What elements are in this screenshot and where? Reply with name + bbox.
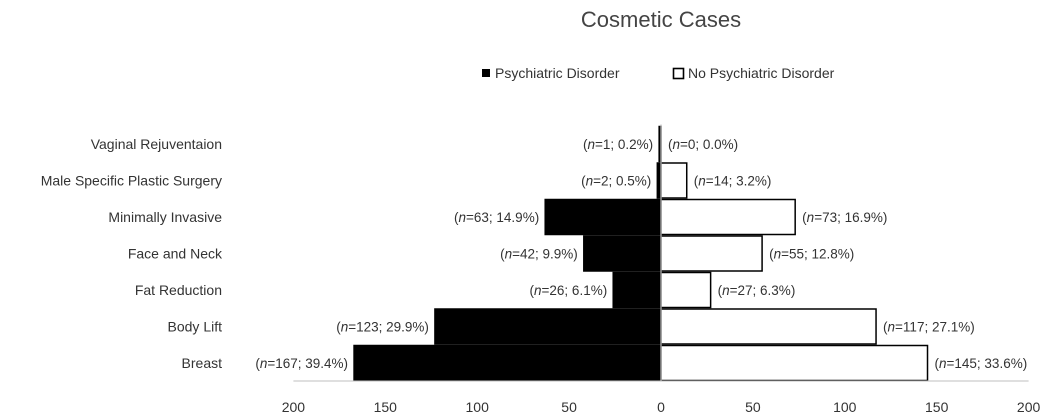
data-label-psychiatric-male-specific-plastic-surgery: (n=2; 0.5%)	[581, 174, 651, 189]
data-label-psychiatric-body-lift: (n=123; 29.9%)	[336, 320, 429, 335]
bar-no-psychiatric-face-and-neck	[660, 235, 763, 272]
x-tick-label: 150	[374, 399, 398, 415]
data-label-psychiatric-vaginal-rejuventaion: (n=1; 0.2%)	[583, 137, 653, 152]
data-label-no-psychiatric-minimally-invasive: (n=73; 16.9%)	[802, 210, 887, 225]
category-label-face-and-neck: Face and Neck	[128, 246, 223, 262]
x-tick-label: 200	[282, 399, 306, 415]
data-label-no-psychiatric-male-specific-plastic-surgery: (n=14; 3.2%)	[694, 174, 772, 189]
legend-label-psychiatric: Psychiatric Disorder	[495, 65, 620, 81]
legend: Psychiatric Disorder No Psychiatric Diso…	[482, 65, 835, 81]
bar-psychiatric-minimally-invasive	[544, 198, 662, 236]
legend-swatch-psychiatric	[482, 69, 490, 77]
bar-psychiatric-body-lift	[434, 308, 662, 345]
category-label-vaginal-rejuventaion: Vaginal Rejuventaion	[91, 136, 222, 152]
data-label-no-psychiatric-breast: (n=145; 33.6%)	[935, 356, 1028, 371]
category-label-fat-reduction: Fat Reduction	[135, 282, 222, 298]
x-tick-label: 100	[833, 399, 857, 415]
legend-label-no-psychiatric: No Psychiatric Disorder	[688, 65, 835, 81]
data-label-psychiatric-face-and-neck: (n=42; 9.9%)	[500, 247, 578, 262]
category-label-breast: Breast	[182, 355, 223, 371]
data-label-psychiatric-minimally-invasive: (n=63; 14.9%)	[454, 210, 539, 225]
data-label-no-psychiatric-face-and-neck: (n=55; 12.8%)	[769, 247, 854, 262]
data-label-no-psychiatric-vaginal-rejuventaion: (n=0; 0.0%)	[668, 137, 738, 152]
bar-no-psychiatric-breast	[660, 344, 929, 382]
data-label-no-psychiatric-fat-reduction: (n=27; 6.3%)	[718, 283, 796, 298]
bar-psychiatric-fat-reduction	[612, 271, 662, 309]
category-label-body-lift: Body Lift	[168, 319, 223, 335]
category-label-male-specific-plastic-surgery: Male Specific Plastic Surgery	[41, 173, 222, 189]
bar-psychiatric-face-and-neck	[583, 235, 662, 272]
bar-psychiatric-breast	[353, 344, 662, 382]
bar-no-psychiatric-minimally-invasive	[660, 198, 796, 236]
x-tick-label: 150	[925, 399, 949, 415]
plot-area: Vaginal Rejuventaion (n=1; 0.2%) (n=0; 0.0…	[41, 124, 1041, 415]
x-tick-label: 200	[1017, 399, 1041, 415]
category-label-minimally-invasive: Minimally Invasive	[108, 209, 222, 225]
x-tick-label: 50	[561, 399, 577, 415]
bar-no-psychiatric-male-specific-plastic-surgery	[660, 162, 688, 199]
bar-no-psychiatric-fat-reduction	[660, 271, 712, 309]
x-tick-label: 50	[745, 399, 761, 415]
bar-no-psychiatric-body-lift	[660, 308, 877, 345]
chart-title: Cosmetic Cases	[581, 7, 741, 32]
data-label-no-psychiatric-body-lift: (n=117; 27.1%)	[883, 320, 975, 335]
data-label-psychiatric-fat-reduction: (n=26; 6.1%)	[530, 283, 608, 298]
data-label-psychiatric-breast: (n=167; 39.4%)	[255, 356, 348, 371]
legend-swatch-no-psychiatric	[672, 67, 685, 80]
x-tick-label: 0	[657, 399, 665, 415]
x-tick-label: 100	[466, 399, 490, 415]
